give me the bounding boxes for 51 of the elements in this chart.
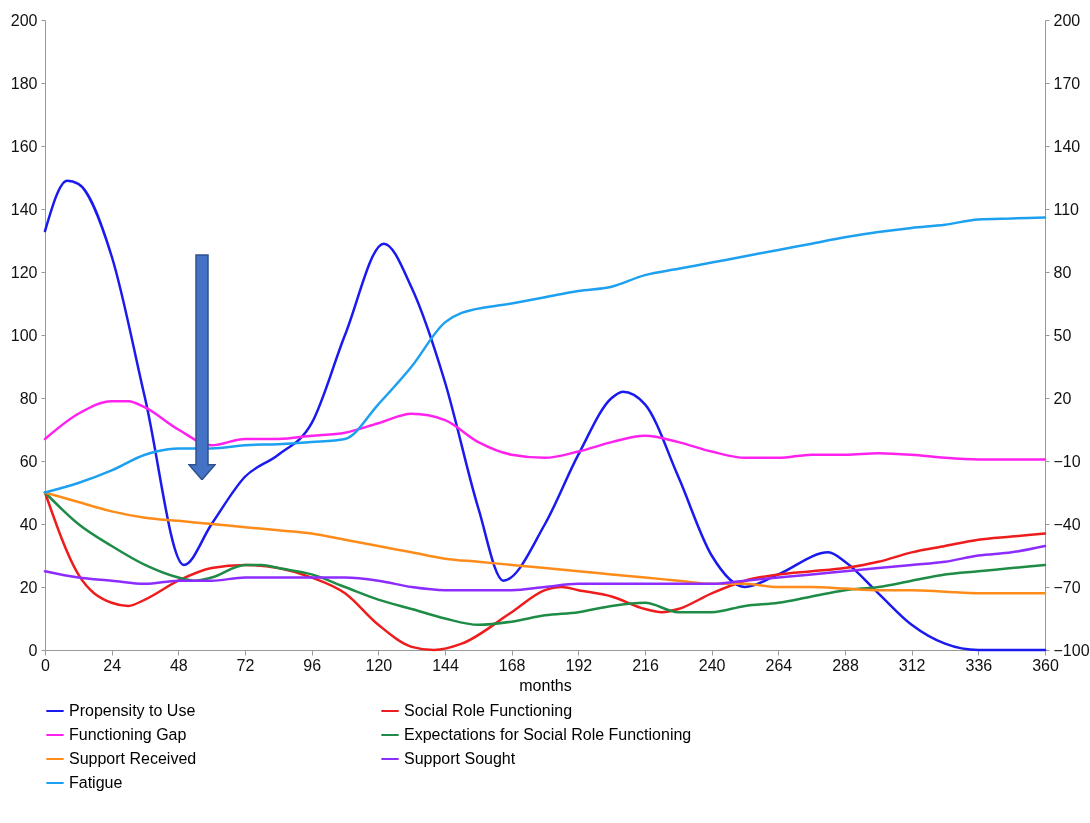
y2-tick-label: −70 (1053, 578, 1081, 596)
y-tick-label: 200 (10, 11, 38, 29)
legend-label: Propensity to Use (69, 702, 196, 719)
x-tick-label: 0 (41, 656, 51, 674)
y-tick-label: 0 (28, 641, 38, 659)
x-tick-label: 192 (565, 656, 593, 674)
y2-tick-label: 80 (1053, 263, 1072, 281)
x-tick-label: 264 (765, 656, 793, 674)
x-tick-label: 48 (169, 656, 188, 674)
y-tick-label: 160 (10, 137, 38, 155)
x-tick-label: 96 (303, 656, 322, 674)
x-tick-label: 216 (632, 656, 659, 674)
legend-label: Functioning Gap (69, 726, 187, 743)
line-series (43, 491, 1047, 595)
y2-tick-label: −40 (1053, 515, 1081, 533)
y2-tick-label: −10 (1053, 452, 1081, 470)
x-tick-label: 24 (103, 656, 122, 674)
x-tick-label: 72 (236, 656, 255, 674)
y2-tick-label: 50 (1053, 326, 1072, 344)
x-tick-label: 168 (498, 656, 526, 674)
x-tick-label: 288 (832, 656, 859, 674)
legend-label: Fatigue (69, 774, 123, 791)
line-series (43, 544, 1047, 592)
x-axis-title: months (519, 676, 572, 694)
y2-tick-label: 170 (1053, 74, 1081, 92)
x-tick-label: 144 (432, 656, 459, 674)
y2-tick-label: 140 (1053, 137, 1081, 155)
y2-tick-label: 200 (1053, 11, 1081, 29)
line-series (43, 399, 1047, 461)
x-tick-label: 312 (898, 656, 926, 674)
y2-tick-label: 110 (1053, 200, 1080, 218)
y-tick-label: 120 (10, 263, 38, 281)
x-tick-label: 336 (965, 656, 993, 674)
y2-tick-label: 20 (1053, 389, 1072, 407)
x-tick-label: 120 (365, 656, 393, 674)
x-tick-label: 360 (1032, 656, 1059, 674)
y-tick-label: 20 (19, 578, 38, 596)
legend-label: Social Role Functioning (404, 702, 573, 719)
x-tick-label: 240 (698, 656, 726, 674)
legend-label: Support Sought (404, 750, 516, 767)
y-tick-label: 40 (19, 515, 38, 533)
y2-tick-label: −100 (1053, 641, 1090, 659)
line-series (43, 216, 1047, 494)
legend-label: Expectations for Social Role Functioning (404, 726, 692, 743)
y-tick-label: 180 (10, 74, 38, 92)
legend-label: Support Received (69, 750, 197, 767)
y-tick-label: 80 (19, 389, 38, 407)
y-tick-label: 60 (19, 452, 38, 470)
line-series (43, 491, 1047, 627)
y-tick-label: 100 (10, 326, 38, 344)
y-tick-label: 140 (10, 200, 38, 218)
